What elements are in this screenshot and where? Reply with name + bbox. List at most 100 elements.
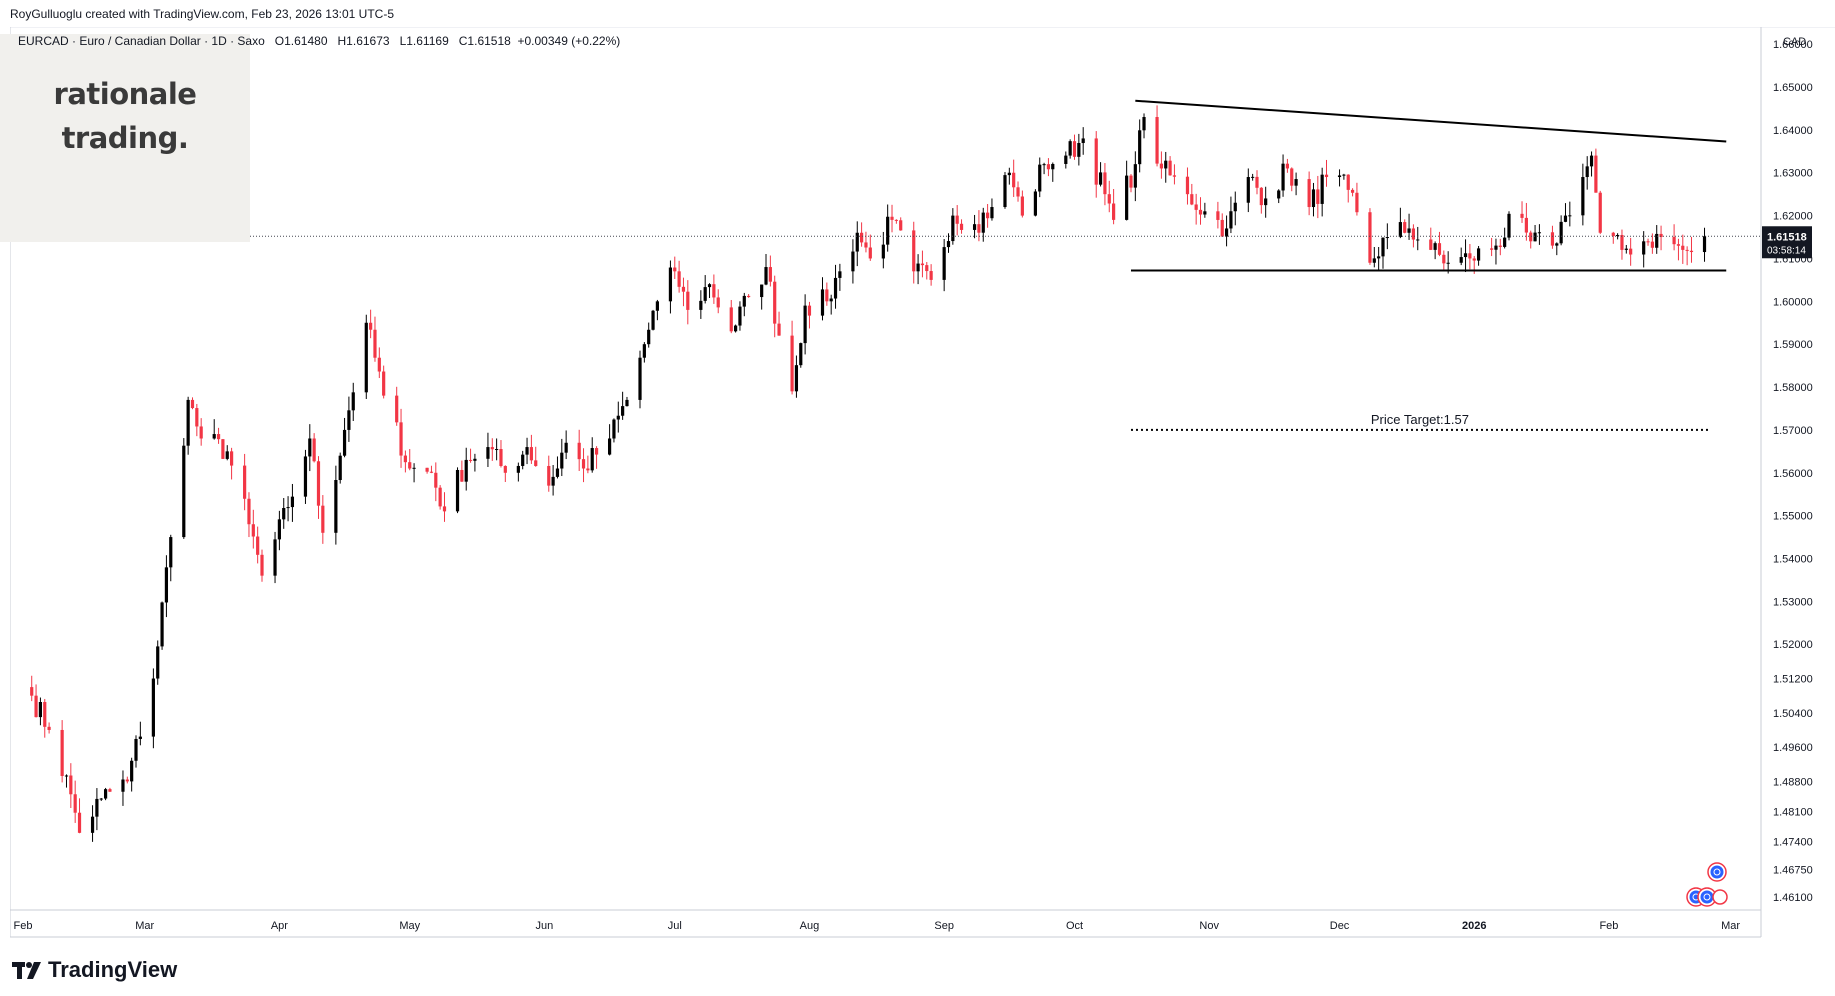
price-tick-label: 1.61000 <box>1773 253 1813 265</box>
candle-body <box>464 459 468 482</box>
candle-body <box>773 281 777 324</box>
footer-brand[interactable]: TradingView <box>12 957 177 983</box>
candle-body <box>521 454 525 466</box>
candle-body <box>1246 177 1250 203</box>
candle-body <box>1620 234 1624 250</box>
candle-body <box>90 816 95 833</box>
price-tick-label: 1.63000 <box>1773 168 1813 180</box>
candle-body <box>312 438 316 462</box>
price-tick-label: 1.65000 <box>1773 82 1813 94</box>
time-tick-label: Jul <box>668 920 682 932</box>
candle-body <box>1594 155 1598 193</box>
candle-body <box>108 789 112 792</box>
candle-body <box>794 365 799 392</box>
candle-body <box>412 467 416 469</box>
candle-body <box>1164 160 1168 169</box>
candle-body <box>229 451 234 466</box>
candle-body <box>1346 174 1350 190</box>
candle-body <box>1702 236 1707 253</box>
price-tick-label: 1.52000 <box>1773 639 1813 651</box>
candle-body <box>1616 234 1620 237</box>
candle-body <box>860 232 864 243</box>
candle-body <box>777 323 781 336</box>
candle-body <box>855 232 859 252</box>
candle-body <box>555 468 560 477</box>
candle-body <box>1168 160 1172 176</box>
candle-body <box>825 289 829 302</box>
candle-body <box>1316 189 1320 204</box>
watermark-logo-box: rationale trading. <box>0 34 250 242</box>
drawings-group[interactable]: Price Target:1.57 <box>10 99 1761 431</box>
candle-body <box>586 468 590 471</box>
candle-body <box>1550 232 1555 246</box>
candle-body <box>216 434 221 440</box>
candle-body <box>790 335 794 392</box>
candle-body <box>1077 143 1081 157</box>
candle-body <box>686 291 690 310</box>
candle-body <box>1646 241 1650 243</box>
candle-body <box>1142 117 1146 131</box>
candle-body <box>642 344 646 358</box>
candle-body <box>651 310 655 330</box>
candle-body <box>399 422 403 456</box>
candle-body <box>547 465 551 486</box>
candle-body <box>1068 141 1072 156</box>
candle-body <box>460 469 464 482</box>
candle-body <box>607 438 612 455</box>
candle-body <box>1676 244 1681 246</box>
candle-body <box>916 263 920 272</box>
candle-body <box>164 567 169 603</box>
chart-frame[interactable]: Price Target:1.57 CAD 1.66000 1.65000 1.640… <box>10 27 1835 941</box>
candle-body <box>799 343 803 366</box>
event-marker-upper-flag-icon <box>1710 865 1724 879</box>
time-tick-label: Dec <box>1330 920 1350 932</box>
candle-body <box>707 284 712 288</box>
candle-body <box>277 519 281 540</box>
candle-body <box>1290 168 1294 186</box>
candle-body <box>1624 248 1628 250</box>
event-markers[interactable] <box>1686 862 1728 907</box>
candle-body <box>768 267 772 282</box>
last-price-value: 1.61518 <box>1767 231 1807 243</box>
time-axis[interactable]: Feb Mar Apr May Jun Jul Aug Sep Oct Nov Dec 2026 Feb… <box>14 920 1741 932</box>
candle-body <box>1125 175 1129 220</box>
candle-body <box>1490 248 1494 250</box>
time-tick-label: 2026 <box>1462 920 1486 932</box>
candle-body <box>1650 241 1654 248</box>
candle-body <box>1190 194 1194 205</box>
event-marker-3-ring <box>1712 889 1728 905</box>
price-tick-label: 1.51200 <box>1773 674 1813 686</box>
candle-body <box>1507 213 1511 238</box>
legend-symbol[interactable]: EURCAD · Euro / Canadian Dollar · 1D · S… <box>18 34 265 48</box>
candle-body <box>1259 187 1263 206</box>
price-tick-label: 1.50400 <box>1773 708 1813 720</box>
event-marker-2-flag-detail <box>1703 893 1711 901</box>
candle-body <box>486 447 490 459</box>
candle-body <box>1112 203 1116 220</box>
candle-body <box>729 307 733 332</box>
candle-body <box>1012 172 1016 188</box>
candle-body <box>986 212 990 219</box>
candle-body <box>551 476 555 486</box>
candle-body <box>912 230 916 272</box>
candle-body <box>851 251 855 272</box>
candle-body <box>60 729 64 776</box>
candle-body <box>1224 228 1229 237</box>
candle-body <box>972 224 977 230</box>
candle-body <box>1659 233 1663 238</box>
time-tick-label: Feb <box>1599 920 1618 932</box>
candle-body <box>160 602 164 647</box>
candle-body <box>1233 202 1237 212</box>
candle-body <box>734 325 738 332</box>
candle-body <box>1472 258 1476 261</box>
candle-body <box>647 329 651 345</box>
candle-body <box>946 241 951 248</box>
candle-body <box>151 678 155 737</box>
candle-body <box>256 536 260 555</box>
symbol-legend[interactable]: EURCAD · Euro / Canadian Dollar · 1D · S… <box>18 34 620 48</box>
candle-body <box>1003 175 1007 208</box>
candle-body <box>286 507 290 509</box>
candle-body <box>190 399 195 409</box>
